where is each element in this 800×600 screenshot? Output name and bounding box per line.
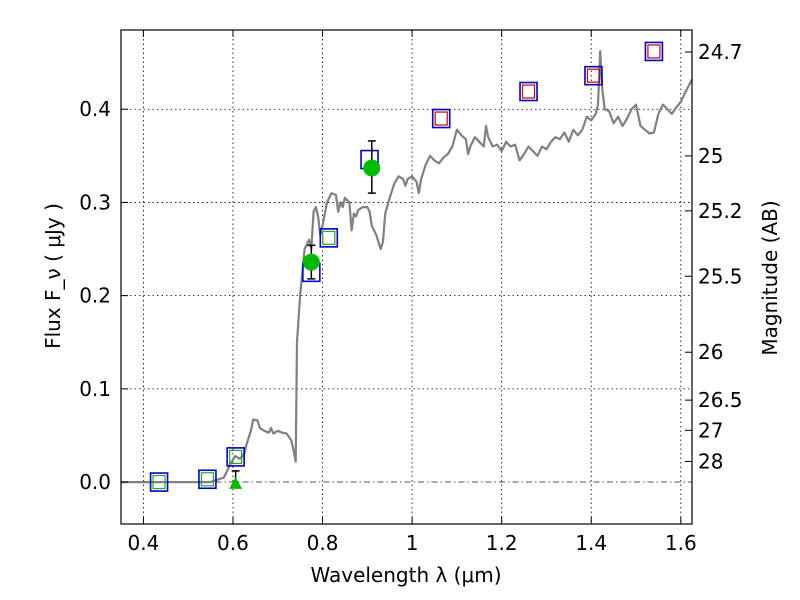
y-tick-label: 0.1 bbox=[79, 377, 111, 401]
axis-ticks: 0.4 0.6 0.8 1 1.2 1.4 1.6 0.0 0.1 0.2 0.3 0.4 24.7 25… bbox=[79, 30, 743, 555]
inner-photometry-square bbox=[229, 449, 243, 464]
mag-tick-label: 27 bbox=[698, 418, 723, 442]
mag-tick-label: 24.7 bbox=[698, 40, 743, 64]
inner-photometry-square bbox=[152, 474, 166, 490]
x-axis-label: Wavelength λ (μm) bbox=[310, 563, 501, 587]
x-tick-label: 1.2 bbox=[486, 531, 518, 555]
x-tick-label: 1.4 bbox=[575, 531, 607, 555]
model-photometry-square bbox=[431, 108, 451, 129]
inner-photometry-square bbox=[200, 472, 215, 487]
photometry-markers bbox=[149, 41, 664, 492]
y-tick-label: 0.0 bbox=[79, 470, 111, 494]
inner-photometry-square bbox=[647, 44, 661, 59]
model-photometry-square bbox=[319, 228, 339, 248]
mag-tick-label: 26 bbox=[698, 340, 723, 364]
plot-frame bbox=[120, 29, 693, 525]
right-axis-label: Magnitude (AB) bbox=[758, 200, 782, 355]
x-tick-label: 0.4 bbox=[127, 531, 159, 555]
y-axis-label: Flux F_ν ( μJy ) bbox=[41, 203, 65, 349]
observed-detection-point bbox=[302, 253, 320, 271]
grid-lines bbox=[121, 30, 692, 524]
model-photometry-square bbox=[149, 472, 169, 492]
x-tick-label: 0.8 bbox=[307, 531, 339, 555]
mag-tick-label: 26.5 bbox=[698, 388, 743, 412]
model-photometry-square bbox=[226, 447, 245, 467]
mag-tick-label: 28 bbox=[698, 449, 723, 473]
model-photometry-square bbox=[644, 41, 664, 62]
inner-photometry-square bbox=[586, 68, 601, 83]
inner-photometry-square bbox=[434, 111, 448, 126]
x-tick-label: 1 bbox=[406, 531, 419, 555]
y-tick-label: 0.4 bbox=[79, 97, 111, 121]
model-photometry-square bbox=[198, 469, 217, 490]
observed-detection-point bbox=[363, 159, 381, 177]
upper-limit-triangle bbox=[229, 476, 243, 489]
y-tick-label: 0.2 bbox=[79, 284, 111, 308]
model-spectrum-line bbox=[121, 50, 693, 484]
y-tick-label: 0.3 bbox=[79, 190, 111, 214]
mag-tick-label: 25 bbox=[698, 144, 723, 168]
model-photometry-square bbox=[584, 65, 603, 86]
inner-photometry-square bbox=[521, 84, 536, 99]
x-tick-label: 0.6 bbox=[217, 531, 249, 555]
x-tick-label: 1.6 bbox=[665, 531, 697, 555]
inner-photometry-square bbox=[322, 230, 336, 245]
mag-tick-label: 25.2 bbox=[698, 199, 743, 223]
mag-tick-label: 25.5 bbox=[698, 264, 743, 288]
model-photometry-square bbox=[519, 81, 538, 102]
